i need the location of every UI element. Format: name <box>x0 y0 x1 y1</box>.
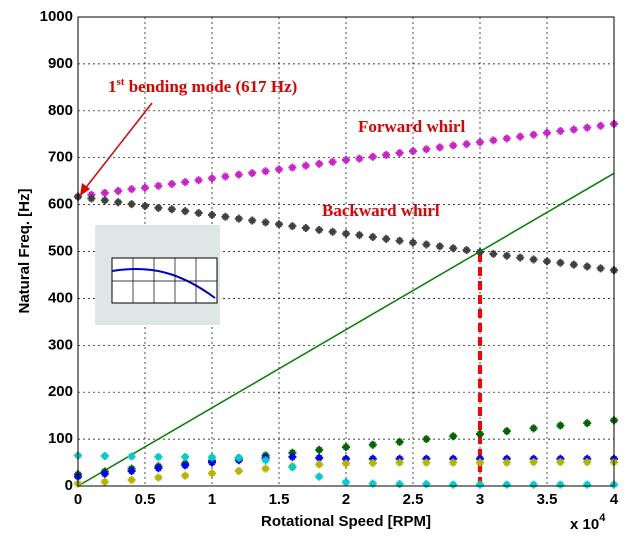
y-tick-label: 300 <box>48 336 73 353</box>
x-tick-label: 3.5 <box>537 491 558 508</box>
x-tick-label: 1.5 <box>269 491 290 508</box>
y-tick-label: 500 <box>48 242 73 259</box>
y-tick-label: 200 <box>48 383 73 400</box>
y-tick-label: 100 <box>48 430 73 447</box>
x-tick-label: 4 <box>610 491 619 508</box>
inset <box>95 225 220 325</box>
x-tick-label: 3 <box>476 491 484 508</box>
x-axis-label: Rotational Speed [RPM] <box>261 513 431 530</box>
y-tick-label: 600 <box>48 196 73 213</box>
y-tick-label: 400 <box>48 289 73 306</box>
x-tick-label: 0 <box>74 491 82 508</box>
x-tick-label: 0.5 <box>135 491 156 508</box>
y-tick-label: 0 <box>65 477 73 494</box>
y-tick-label: 800 <box>48 102 73 119</box>
ann-rest: bending mode (617 Hz) <box>124 77 297 96</box>
y-axis-label: Natural Freq. [Hz] <box>16 188 33 313</box>
x-multiplier-base: x 10 <box>570 516 599 533</box>
chart: Natural Freq. [Hz] Rotational Speed [RPM… <box>0 0 628 536</box>
backward-label: Backward whirl <box>322 201 440 220</box>
y-tick-label: 700 <box>48 149 73 166</box>
y-tick-label: 900 <box>48 55 73 72</box>
x-tick-label: 2 <box>342 491 350 508</box>
mode-annotation: 1st bending mode (617 Hz) <box>108 76 297 96</box>
y-tick-label: 1000 <box>40 8 73 25</box>
ann-ordinal: 1 <box>108 77 117 96</box>
x-multiplier-exp: 4 <box>599 512 606 524</box>
x-tick-label: 2.5 <box>403 491 424 508</box>
forward-label: Forward whirl <box>358 117 465 136</box>
x-tick-label: 1 <box>208 491 216 508</box>
